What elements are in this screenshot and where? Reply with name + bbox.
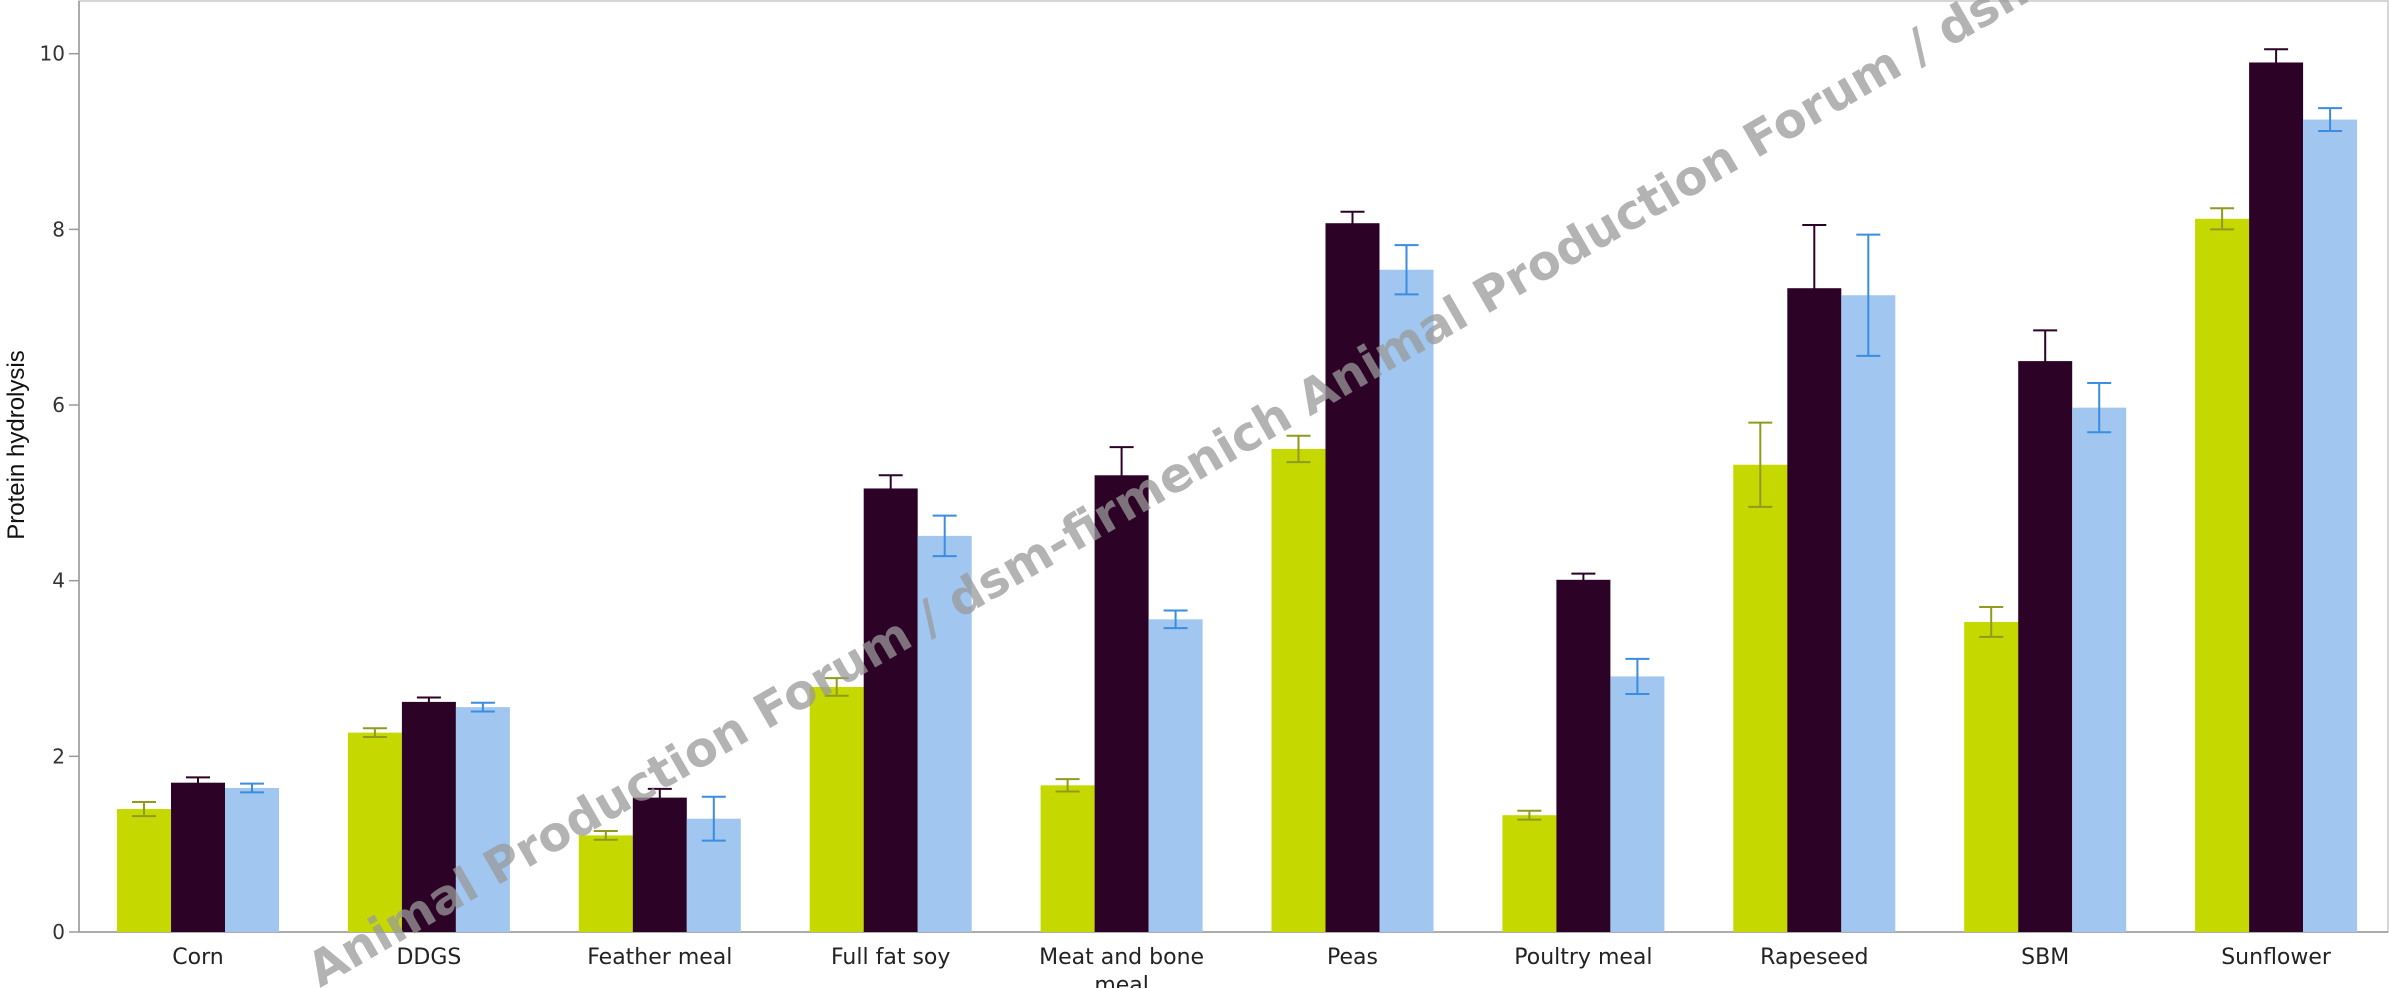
bar (1271, 448, 1326, 932)
x-category-label: Corn (172, 945, 223, 970)
bar (917, 535, 972, 932)
error-bar (701, 795, 726, 842)
bar (632, 797, 687, 932)
y-tick-label: 0 (52, 920, 65, 944)
bar (455, 707, 510, 932)
bar (2303, 119, 2358, 933)
bar (2195, 218, 2250, 933)
error-bar (2318, 107, 2343, 132)
error-bar (1286, 434, 1311, 464)
error-bar (647, 787, 672, 808)
error-bar (132, 801, 156, 818)
error-bar (2087, 382, 2112, 434)
bar (1787, 288, 1842, 932)
error-bar (1517, 809, 1542, 821)
error-bar (1340, 210, 1365, 236)
x-category-label: Full fat soy (831, 945, 950, 970)
error-bar (362, 727, 387, 739)
error-bar (824, 677, 849, 697)
bar (863, 488, 918, 932)
error-bar (2033, 329, 2058, 393)
bar (2072, 407, 2127, 932)
error-bar (1394, 244, 1419, 296)
x-category-label: SBM (2021, 945, 2069, 970)
error-bar (1625, 657, 1650, 695)
error-bar (2210, 207, 2235, 231)
error-bar (1748, 421, 1773, 508)
bar (225, 787, 279, 932)
x-category-label: Sunflower (2221, 945, 2332, 970)
y-tick-label: 10 (40, 42, 65, 66)
x-category-label: Meat and bone meal (1039, 945, 1204, 988)
error-bar (240, 782, 264, 794)
error-bar (186, 776, 210, 789)
bar (347, 732, 402, 932)
bar (1841, 295, 1896, 932)
y-tick-label: 2 (52, 744, 65, 768)
bar (2249, 62, 2304, 932)
bar (1964, 621, 2019, 932)
y-axis-title: Protein hydrolysis (3, 350, 30, 539)
bar (2018, 361, 2073, 932)
bar (1610, 676, 1665, 932)
x-category-label: DDGS (396, 945, 461, 970)
y-axis-ticks: 0 2 4 6 8 10 (40, 42, 79, 944)
x-category-label: Rapeseed (1760, 945, 1868, 970)
bar (1556, 579, 1611, 932)
bars (117, 62, 2358, 933)
bar (1094, 475, 1149, 932)
y-tick-label: 4 (52, 569, 65, 593)
bar (117, 809, 171, 932)
bar (1040, 785, 1095, 932)
error-bar (1163, 609, 1188, 630)
bar (171, 782, 225, 932)
y-tick-label: 8 (52, 217, 65, 241)
error-bar (593, 829, 618, 841)
x-category-label: Feather meal (587, 945, 732, 970)
error-bar (2264, 48, 2289, 77)
bar (1148, 619, 1203, 932)
error-bar (1856, 233, 1881, 357)
error-bar (1802, 223, 1827, 353)
bar (1325, 223, 1380, 932)
x-axis-categories: Corn DDGS Feather meal Full fat soy Meat and… (172, 945, 2332, 988)
x-category-label: Peas (1327, 945, 1378, 970)
bar (1733, 464, 1788, 932)
error-bar (878, 474, 903, 503)
bar (1379, 269, 1434, 932)
error-bar (1979, 606, 2004, 638)
bar (809, 686, 864, 932)
x-category-label: Poultry meal (1514, 945, 1652, 970)
error-bar (470, 701, 495, 713)
error-bar (1109, 446, 1134, 505)
bar (1502, 815, 1557, 932)
bar (578, 835, 633, 932)
error-bar (1571, 572, 1596, 587)
bar (401, 701, 456, 932)
error-bar (416, 696, 441, 708)
error-bars (132, 48, 2343, 842)
y-tick-label: 6 (52, 393, 65, 417)
error-bar (932, 514, 957, 558)
error-bar (1055, 778, 1080, 793)
